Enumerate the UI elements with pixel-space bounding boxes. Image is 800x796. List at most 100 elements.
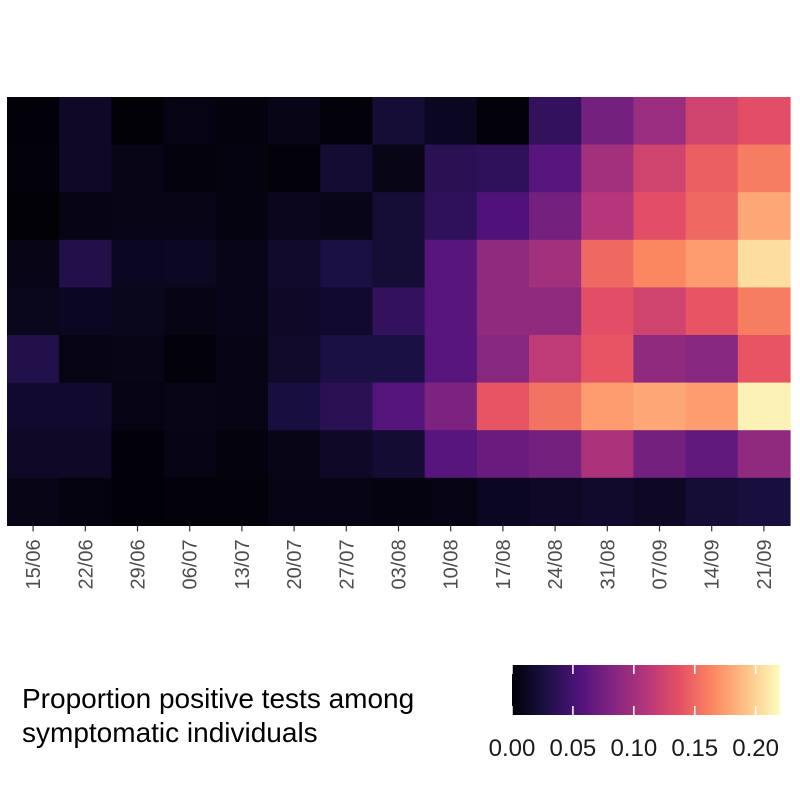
heatmap-cell — [633, 192, 687, 241]
heatmap-cell — [633, 335, 687, 384]
heatmap-cell — [268, 287, 321, 336]
heatmap-cell — [424, 477, 478, 526]
heatmap-cell — [737, 335, 791, 384]
heatmap-cell — [215, 335, 269, 384]
x-tick-label: 10/08 — [441, 539, 463, 589]
heatmap-cell — [59, 192, 112, 241]
heatmap-cell — [737, 192, 791, 241]
x-tick-label: 17/08 — [493, 539, 515, 589]
heatmap-cell — [7, 287, 60, 336]
heatmap-cell — [424, 335, 478, 384]
heatmap-cell — [633, 430, 687, 479]
heatmap-cell — [372, 335, 426, 384]
heatmap-cell — [476, 477, 530, 526]
heatmap-cell — [320, 382, 373, 431]
legend-tick-label: 0.00 — [489, 735, 536, 762]
heatmap-cell — [111, 335, 165, 384]
legend-tick-label: 0.10 — [610, 735, 657, 762]
heatmap-cell — [7, 192, 60, 241]
heatmap-cell — [59, 430, 112, 479]
heatmap-cell — [372, 430, 426, 479]
x-tick-label: 21/09 — [754, 539, 776, 589]
heatmap-cell — [529, 97, 582, 146]
heatmap-cell — [7, 477, 60, 526]
heatmap-cell — [476, 97, 530, 146]
heatmap-cell — [215, 144, 269, 193]
heatmap-cell — [111, 430, 165, 479]
heatmap-cell — [424, 239, 478, 288]
heatmap-cell — [581, 430, 634, 479]
heatmap-cell — [424, 97, 478, 146]
heatmap-cell — [581, 335, 634, 384]
legend: Proportion positive tests among symptoma… — [22, 665, 780, 762]
heatmap-cell — [59, 144, 112, 193]
heatmap-cell — [163, 430, 217, 479]
heatmap-cell — [633, 144, 687, 193]
legend-colorbar — [512, 665, 780, 715]
legend-title-line-1: Proportion positive tests among — [22, 683, 414, 714]
x-tick-label: 06/07 — [180, 539, 202, 589]
heatmap-cell — [633, 97, 687, 146]
heatmap-cells — [7, 97, 791, 526]
heatmap-cell — [268, 335, 321, 384]
heatmap-cell — [268, 430, 321, 479]
heatmap-cell — [529, 144, 582, 193]
heatmap-cell — [268, 239, 321, 288]
heatmap-cell — [163, 192, 217, 241]
heatmap-cell — [215, 239, 269, 288]
heatmap-cell — [737, 144, 791, 193]
heatmap-cell — [685, 335, 739, 384]
x-tick-label: 15/06 — [23, 539, 45, 589]
heatmap-cell — [7, 335, 60, 384]
heatmap-cell — [633, 382, 687, 431]
heatmap-cell — [529, 382, 582, 431]
heatmap-cell — [59, 239, 112, 288]
heatmap-cell — [737, 287, 791, 336]
x-tick-label: 07/09 — [650, 539, 672, 589]
heatmap-cell — [685, 239, 739, 288]
heatmap-cell — [7, 239, 60, 288]
heatmap-cell — [737, 430, 791, 479]
heatmap-cell — [372, 239, 426, 288]
heatmap-cell — [424, 382, 478, 431]
x-tick-label: 22/06 — [75, 539, 97, 589]
heatmap-cell — [111, 287, 165, 336]
heatmap-cell — [581, 287, 634, 336]
heatmap-cell — [581, 192, 634, 241]
heatmap-cell — [59, 287, 112, 336]
heatmap-cell — [320, 144, 373, 193]
x-tick-label: 29/06 — [128, 539, 150, 589]
heatmap-cell — [7, 430, 60, 479]
heatmap-cell — [163, 477, 217, 526]
heatmap-cell — [59, 335, 112, 384]
x-tick-label: 31/08 — [597, 539, 619, 589]
heatmap-cell — [476, 287, 530, 336]
legend-tick-label: 0.20 — [732, 735, 779, 762]
heatmap-cell — [320, 477, 373, 526]
heatmap-cell — [111, 192, 165, 241]
heatmap-cell — [685, 382, 739, 431]
heatmap-cell — [476, 335, 530, 384]
heatmap-cell — [529, 477, 582, 526]
heatmap-cell — [111, 477, 165, 526]
heatmap-cell — [215, 477, 269, 526]
heatmap-cell — [163, 335, 217, 384]
heatmap-cell — [476, 192, 530, 241]
heatmap-cell — [581, 97, 634, 146]
heatmap-cell — [529, 239, 582, 288]
heatmap-cell — [529, 430, 582, 479]
heatmap-cell — [215, 192, 269, 241]
heatmap-cell — [529, 192, 582, 241]
heatmap-cell — [581, 382, 634, 431]
heatmap-cell — [633, 239, 687, 288]
heatmap-cell — [268, 97, 321, 146]
heatmap-cell — [7, 382, 60, 431]
heatmap-cell — [685, 144, 739, 193]
heatmap-cell — [372, 97, 426, 146]
heatmap-cell — [476, 239, 530, 288]
heatmap-cell — [685, 430, 739, 479]
heatmap-cell — [268, 144, 321, 193]
heatmap-cell — [476, 430, 530, 479]
heatmap-cell — [59, 477, 112, 526]
x-tick-label: 20/07 — [284, 539, 306, 589]
